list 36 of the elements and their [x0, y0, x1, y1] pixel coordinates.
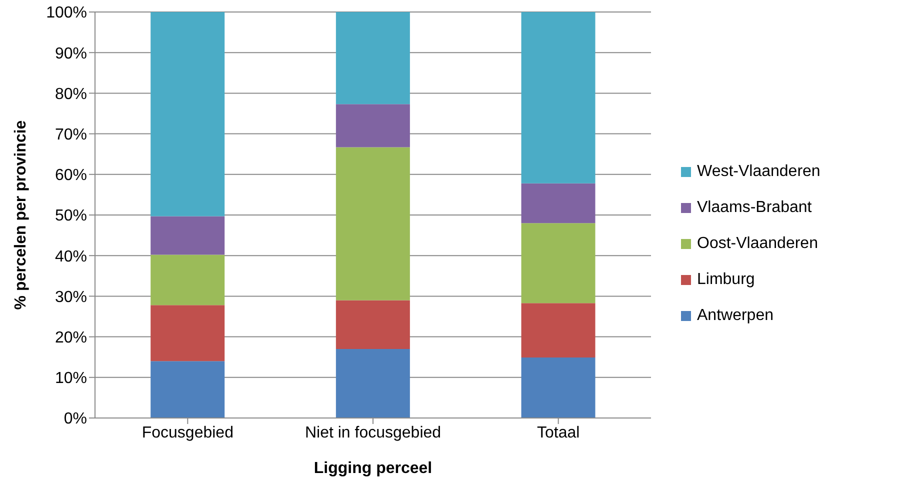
y-axis-title: % percelen per provincie — [12, 120, 30, 310]
x-axis-title: Ligging perceel — [314, 460, 432, 477]
legend-label: Antwerpen — [697, 307, 774, 325]
y-tick-label: 70% — [54, 126, 87, 144]
bar — [521, 12, 596, 184]
bar — [521, 358, 596, 418]
y-tick-label: 30% — [54, 288, 87, 306]
bar — [150, 12, 225, 216]
bar — [521, 303, 596, 358]
y-tick-label: 60% — [54, 167, 87, 184]
y-tick-label: 80% — [54, 86, 87, 103]
bar — [521, 223, 596, 304]
legend-label: West-Vlaanderen — [697, 163, 820, 181]
x-tick-label: Totaal — [536, 424, 580, 442]
bar — [336, 348, 410, 418]
bar — [150, 361, 225, 418]
legend-label: Limburg — [697, 271, 755, 289]
y-tick-label: 90% — [54, 45, 87, 62]
bar — [150, 254, 225, 306]
bar — [150, 216, 225, 255]
x-tick-label: Niet in focusgebied — [304, 424, 442, 442]
bar — [336, 104, 410, 148]
y-tick-label: 100% — [46, 4, 87, 22]
y-tick-label: 0% — [64, 410, 87, 428]
legend-label: Vlaams-Brabant — [697, 199, 812, 217]
bar — [521, 183, 596, 224]
bar — [336, 12, 410, 104]
bar — [336, 300, 410, 349]
y-tick-label: 40% — [54, 248, 87, 266]
x-tick-label: Focusgebied — [142, 424, 234, 442]
y-tick-label: 10% — [54, 370, 87, 388]
y-tick-label: 50% — [54, 208, 87, 225]
bar — [150, 305, 225, 362]
legend-label: Oost-Vlaanderen — [697, 235, 818, 253]
bar — [336, 147, 410, 300]
y-tick-label: 20% — [54, 329, 87, 346]
